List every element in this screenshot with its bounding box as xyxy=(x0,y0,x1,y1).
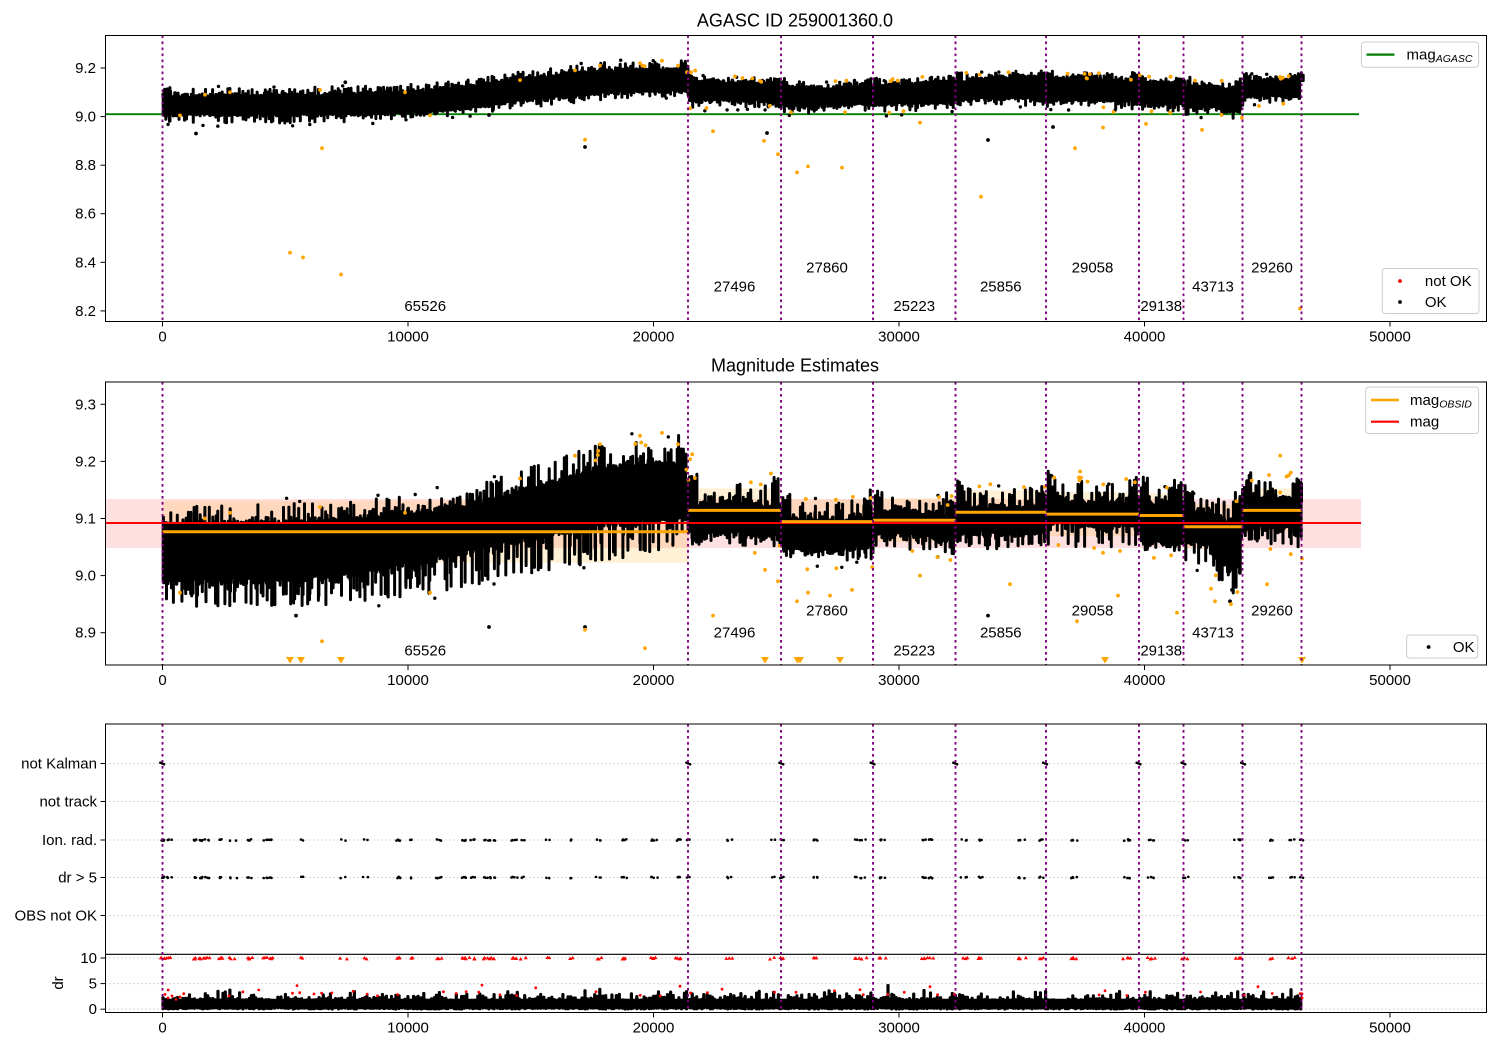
svg-text:0: 0 xyxy=(158,329,166,346)
svg-text:not OK: not OK xyxy=(1425,273,1472,290)
svg-text:50000: 50000 xyxy=(1369,1020,1411,1037)
svg-text:magAGASC: magAGASC xyxy=(1407,47,1473,66)
svg-text:25856: 25856 xyxy=(980,625,1022,642)
svg-text:dr: dr xyxy=(50,976,67,989)
svg-text:50000: 50000 xyxy=(1369,672,1411,689)
svg-text:0: 0 xyxy=(89,1001,97,1018)
svg-text:27860: 27860 xyxy=(806,260,848,277)
svg-text:0: 0 xyxy=(158,1020,166,1037)
svg-text:OK: OK xyxy=(1425,294,1447,311)
svg-text:mag: mag xyxy=(1410,414,1439,431)
svg-text:65526: 65526 xyxy=(404,643,446,660)
svg-text:10000: 10000 xyxy=(387,329,429,346)
svg-text:29058: 29058 xyxy=(1072,603,1114,620)
svg-text:AGASC ID 259001360.0: AGASC ID 259001360.0 xyxy=(697,11,893,31)
svg-text:27496: 27496 xyxy=(714,279,756,296)
svg-text:29260: 29260 xyxy=(1251,603,1293,620)
svg-text:8.8: 8.8 xyxy=(75,157,96,174)
svg-text:9.0: 9.0 xyxy=(75,109,96,126)
svg-text:50000: 50000 xyxy=(1369,329,1411,346)
svg-text:29058: 29058 xyxy=(1072,260,1114,277)
svg-text:29260: 29260 xyxy=(1251,260,1293,277)
svg-text:0: 0 xyxy=(158,672,166,689)
svg-text:Magnitude Estimates: Magnitude Estimates xyxy=(711,356,879,376)
svg-text:8.4: 8.4 xyxy=(75,254,96,271)
svg-text:9.1: 9.1 xyxy=(75,511,96,528)
svg-text:20000: 20000 xyxy=(633,672,675,689)
svg-text:30000: 30000 xyxy=(878,672,920,689)
svg-text:9.3: 9.3 xyxy=(75,396,96,413)
svg-text:25223: 25223 xyxy=(893,643,935,660)
svg-text:20000: 20000 xyxy=(633,329,675,346)
svg-text:9.2: 9.2 xyxy=(75,453,96,470)
svg-text:9.0: 9.0 xyxy=(75,568,96,585)
svg-text:30000: 30000 xyxy=(878,329,920,346)
svg-text:29138: 29138 xyxy=(1140,643,1182,660)
svg-text:25223: 25223 xyxy=(893,298,935,315)
svg-text:8.2: 8.2 xyxy=(75,303,96,320)
svg-text:Ion. rad.: Ion. rad. xyxy=(42,832,97,849)
svg-text:43713: 43713 xyxy=(1192,279,1234,296)
svg-text:25856: 25856 xyxy=(980,279,1022,296)
svg-text:20000: 20000 xyxy=(633,1020,675,1037)
svg-text:not Kalman: not Kalman xyxy=(21,756,97,773)
svg-text:65526: 65526 xyxy=(404,298,446,315)
svg-text:10: 10 xyxy=(80,950,97,967)
svg-text:40000: 40000 xyxy=(1124,1020,1166,1037)
svg-text:dr > 5: dr > 5 xyxy=(58,870,97,887)
svg-text:not track: not track xyxy=(39,794,97,811)
svg-text:10000: 10000 xyxy=(387,1020,429,1037)
svg-text:9.2: 9.2 xyxy=(75,60,96,77)
svg-text:43713: 43713 xyxy=(1192,625,1234,642)
svg-text:27496: 27496 xyxy=(714,625,756,642)
svg-text:8.9: 8.9 xyxy=(75,625,96,642)
svg-text:8.6: 8.6 xyxy=(75,206,96,223)
svg-text:10000: 10000 xyxy=(387,672,429,689)
svg-text:OK: OK xyxy=(1453,639,1475,656)
svg-text:OBS not OK: OBS not OK xyxy=(14,908,97,925)
svg-text:5: 5 xyxy=(89,976,97,993)
svg-text:40000: 40000 xyxy=(1124,329,1166,346)
svg-text:29138: 29138 xyxy=(1140,298,1182,315)
svg-text:40000: 40000 xyxy=(1124,672,1166,689)
svg-text:30000: 30000 xyxy=(878,1020,920,1037)
svg-text:27860: 27860 xyxy=(806,603,848,620)
